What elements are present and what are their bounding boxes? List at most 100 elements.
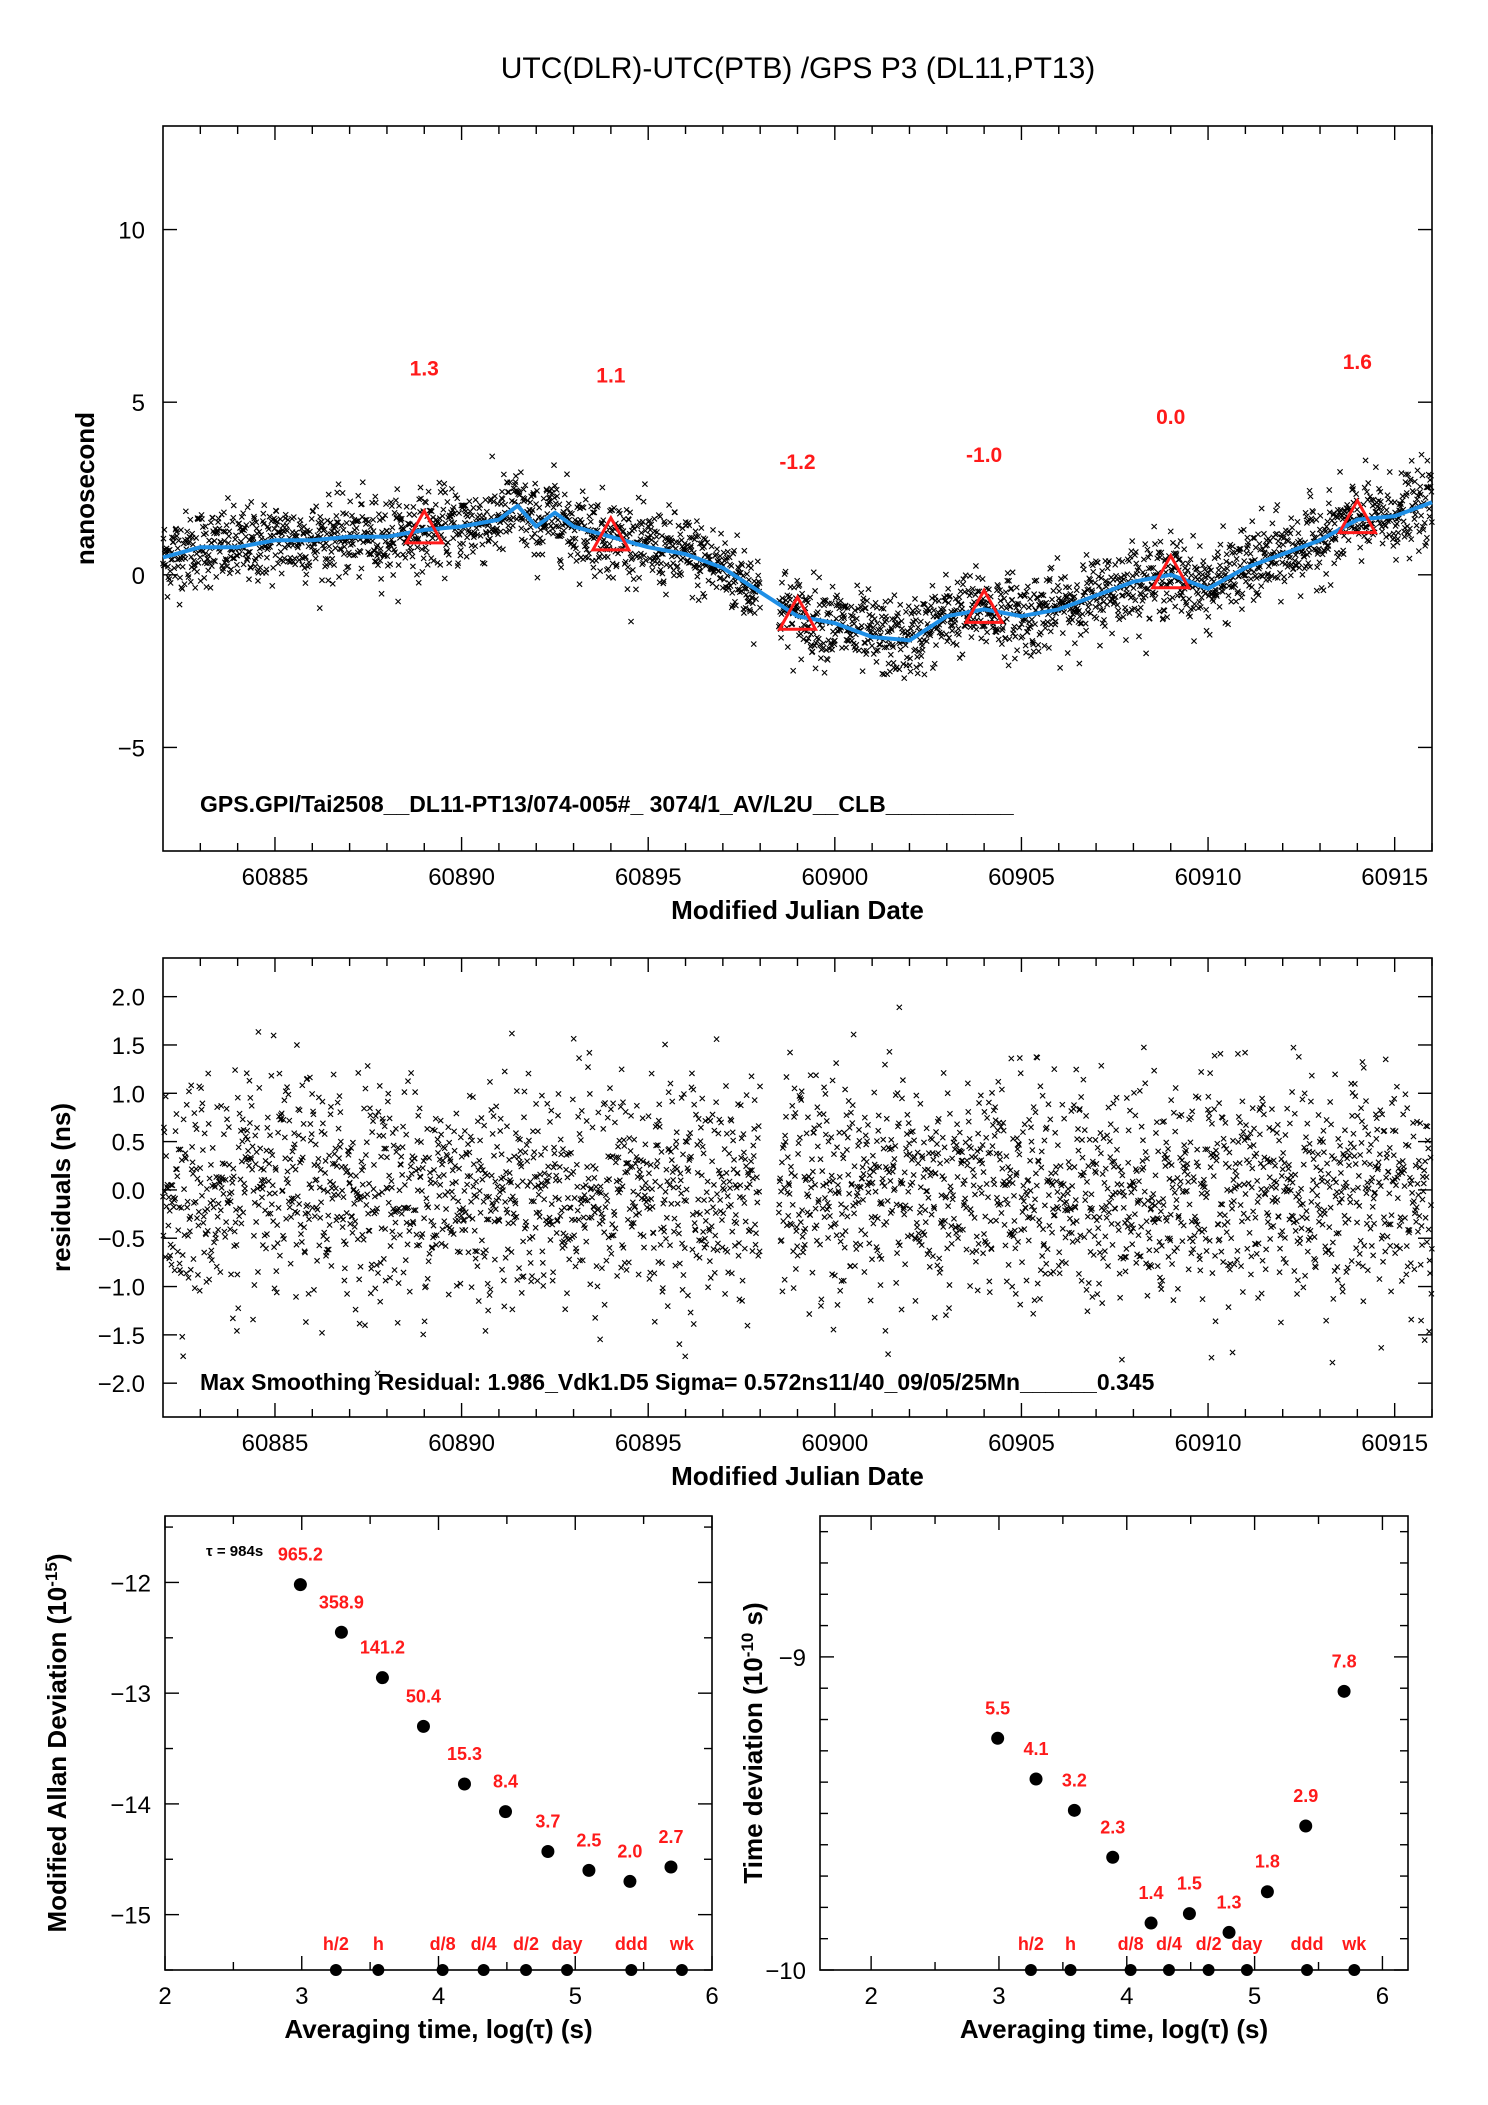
residual-point: [275, 1204, 282, 1211]
residual-point: [811, 1225, 818, 1232]
triangle-value-label: 1.1: [596, 365, 626, 388]
data-point: [1249, 518, 1256, 525]
data-point: [1418, 451, 1425, 458]
data-point: [973, 626, 980, 633]
data-point: [1316, 559, 1323, 566]
data-point: [209, 514, 216, 521]
data-point: [1161, 597, 1168, 604]
residual-point: [803, 1130, 810, 1137]
residual-point: [349, 1213, 355, 1220]
residual-point: [503, 1169, 510, 1176]
residual-point: [405, 1175, 412, 1182]
residual-point: [899, 1095, 905, 1102]
residual-point: [306, 1216, 312, 1223]
data-point: [224, 563, 231, 570]
residual-point: [871, 1089, 878, 1096]
residual-point: [1066, 1215, 1073, 1222]
data-point: [364, 537, 371, 544]
residual-point: [783, 1113, 789, 1120]
residual-point: [349, 1229, 356, 1236]
data-point: [652, 540, 659, 547]
data-point: [464, 513, 471, 520]
residual-point: [830, 1151, 837, 1158]
residual-point: [976, 1100, 983, 1107]
residual-point: [862, 1231, 869, 1238]
residual-point: [362, 1085, 369, 1092]
y-tick-label: 0.5: [112, 1130, 145, 1157]
data-point: [328, 528, 335, 535]
residual-point: [516, 1265, 523, 1272]
residual-point: [184, 1204, 191, 1211]
data-point: [983, 638, 990, 645]
residual-point: [437, 1181, 444, 1188]
data-point: [167, 568, 174, 575]
residual-point: [595, 1109, 602, 1116]
data-point: [1083, 627, 1090, 634]
residual-point: [906, 1140, 913, 1147]
residual-point: [383, 1154, 390, 1161]
data-point: [220, 565, 227, 572]
data-point: [1383, 507, 1390, 514]
data-point: [694, 582, 701, 589]
residual-point: [866, 1240, 873, 1247]
data-point: [250, 513, 257, 520]
data-point: [244, 557, 251, 564]
residual-point: [529, 1273, 536, 1280]
residual-point: [584, 1164, 591, 1171]
residual-point: [830, 1177, 837, 1184]
data-point: [578, 519, 585, 526]
data-point: [928, 602, 935, 609]
residual-point: [477, 1137, 484, 1144]
residual-point: [217, 1207, 224, 1214]
y-tick-label: −5: [118, 735, 145, 762]
data-point: [721, 557, 728, 564]
residual-point: [972, 1258, 979, 1265]
residual-point: [188, 1082, 195, 1089]
residual-point: [1062, 1234, 1069, 1241]
residual-point: [445, 1291, 452, 1298]
data-point: [167, 579, 174, 586]
residual-point: [356, 1320, 363, 1327]
data-point: [417, 495, 424, 502]
data-point: [160, 562, 167, 569]
residual-point: [653, 1163, 660, 1170]
residual-point: [971, 1214, 978, 1221]
residual-point: [896, 1004, 903, 1011]
data-point: [234, 568, 241, 575]
data-point: [226, 570, 233, 577]
data-point: [354, 518, 361, 525]
residual-point: [249, 1166, 256, 1173]
residual-point: [555, 1112, 562, 1119]
residual-point: [451, 1128, 458, 1135]
data-point: [812, 587, 819, 594]
data-point: [1005, 662, 1012, 669]
plot-annotation: GPS.GPI/Tai2508__DL11-PT13/074-005#_ 307…: [200, 791, 1014, 817]
residual-point: [524, 1158, 531, 1165]
residual-point: [174, 1173, 181, 1180]
data-point: [1142, 541, 1149, 548]
data-point: [1127, 553, 1134, 560]
data-point: [160, 535, 167, 542]
residual-point: [865, 1189, 872, 1196]
data-point: [303, 571, 310, 578]
data-point: [391, 509, 398, 516]
residual-point: [391, 1267, 398, 1274]
residual-point: [308, 1131, 315, 1138]
residual-point: [360, 1236, 367, 1243]
residual-point: [744, 1322, 751, 1329]
residual-point: [570, 1168, 577, 1175]
data-point: [912, 595, 918, 602]
residual-point: [790, 1285, 797, 1292]
residual-point: [537, 1171, 544, 1178]
data-point: [418, 546, 425, 553]
residual-point: [1041, 1202, 1048, 1209]
data-point: [567, 509, 574, 516]
data-point: [208, 563, 215, 569]
data-point: [238, 513, 245, 520]
residual-point: [999, 1165, 1006, 1172]
residual-point: [189, 1143, 196, 1150]
data-point: [191, 561, 198, 568]
residual-point: [753, 1230, 759, 1237]
plot-frame: [162, 125, 1433, 852]
residual-point: [833, 1232, 840, 1239]
